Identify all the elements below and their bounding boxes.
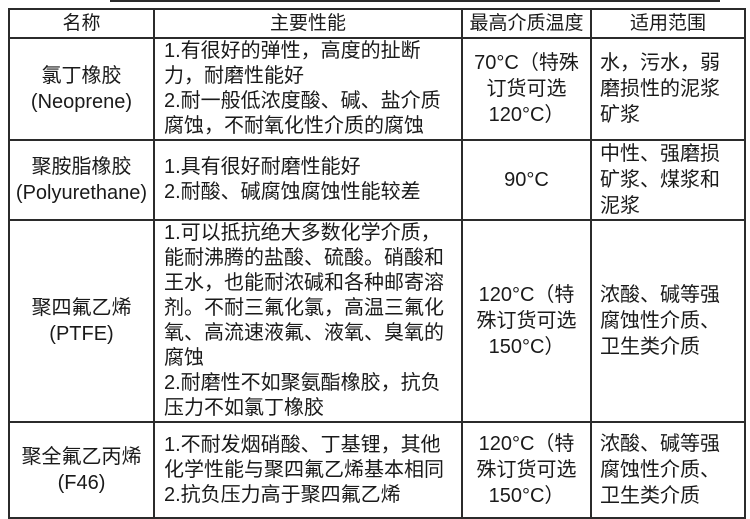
max-temp-cell: 120°C（特殊订货可选150°C）	[461, 421, 592, 519]
material-name-en: (Polyurethane)	[15, 182, 148, 204]
table-row-f46: 聚全氟乙丙烯 (F46) 1.不耐发烟硝酸、丁基锂，其他化学性能与聚四氟乙烯基本…	[8, 421, 746, 519]
application-range-cell: 水，污水，弱磨损性的泥浆矿浆	[590, 37, 746, 141]
header-name: 名称	[8, 8, 155, 39]
property-line: 2.抗负压力高于聚四氟乙烯	[164, 483, 401, 506]
application-range-cell: 浓酸、碱等强腐蚀性介质、卫生类介质	[590, 219, 746, 423]
material-name-zh: 聚四氟乙烯	[31, 297, 132, 319]
material-name-zh: 氯丁橡胶	[41, 65, 122, 87]
top-partial-rule	[110, 0, 720, 2]
header-max-medium-temperature: 最高介质温度	[461, 8, 592, 39]
max-temp-cell: 90°C	[461, 139, 592, 221]
material-name-en: (F46)	[57, 472, 106, 494]
header-row: 名称 主要性能 最高介质温度 适用范围	[8, 8, 746, 39]
property-line: 2.耐一般低浓度酸、碱、盐介质腐蚀，不耐氧化性介质的腐蚀	[164, 90, 441, 137]
material-name-cell: 氯丁橡胶 (Neoprene)	[8, 37, 155, 141]
header-main-properties: 主要性能	[153, 8, 463, 39]
application-range-cell: 中性、强磨损矿浆、煤浆和泥浆	[590, 139, 746, 221]
main-properties-cell: 1.具有很好耐磨性能好 2.耐酸、碱腐蚀腐蚀性能较差	[153, 139, 463, 221]
main-properties-cell: 1.可以抵抗绝大多数化学介质，能耐沸腾的盐酸、硫酸。硝酸和王水，也能耐浓碱和各种…	[153, 219, 463, 423]
material-name-cell: 聚胺脂橡胶 (Polyurethane)	[8, 139, 155, 221]
property-line: 1.具有很好耐磨性能好	[164, 156, 361, 178]
table-row-polyurethane: 聚胺脂橡胶 (Polyurethane) 1.具有很好耐磨性能好 2.耐酸、碱腐…	[8, 139, 746, 221]
property-line: 1.可以抵抗绝大多数化学介质，能耐沸腾的盐酸、硫酸。硝酸和王水，也能耐浓碱和各种…	[164, 222, 444, 369]
material-name-zh: 聚胺脂橡胶	[31, 156, 132, 178]
material-name-cell: 聚四氟乙烯 (PTFE)	[8, 219, 155, 423]
material-name-en: (PTFE)	[49, 323, 114, 345]
lining-material-spec-table: 名称 主要性能 最高介质温度 适用范围 氯丁橡胶 (Neoprene) 1.有很…	[8, 8, 746, 519]
material-name-cell: 聚全氟乙丙烯 (F46)	[8, 421, 155, 519]
material-name-zh: 聚全氟乙丙烯	[21, 446, 142, 468]
main-properties-cell: 1.有很好的弹性，高度的扯断力，耐磨性能好 2.耐一般低浓度酸、碱、盐介质腐蚀，…	[153, 37, 463, 141]
header-application-range: 适用范围	[590, 8, 746, 39]
table-row-neoprene: 氯丁橡胶 (Neoprene) 1.有很好的弹性，高度的扯断力，耐磨性能好 2.…	[8, 37, 746, 141]
property-line: 1.有很好的弹性，高度的扯断力，耐磨性能好	[164, 40, 421, 87]
main-properties-cell: 1.不耐发烟硝酸、丁基锂，其他化学性能与聚四氟乙烯基本相同 2.抗负压力高于聚四…	[153, 421, 463, 519]
property-line: 2.耐磨性不如聚氨酯橡胶，抗负压力不如氯丁橡胶	[164, 372, 441, 419]
material-name-en: (Neoprene)	[30, 91, 133, 113]
max-temp-cell: 120°C（特殊订货可选150°C）	[461, 219, 592, 423]
application-range-cell: 浓酸、碱等强腐蚀性介质、卫生类介质	[590, 421, 746, 519]
property-line: 2.耐酸、碱腐蚀腐蚀性能较差	[164, 181, 421, 203]
max-temp-cell: 70°C（特殊订货可选120°C）	[461, 37, 592, 141]
property-line: 1.不耐发烟硝酸、丁基锂，其他化学性能与聚四氟乙烯基本相同	[164, 433, 444, 481]
table-row-ptfe: 聚四氟乙烯 (PTFE) 1.可以抵抗绝大多数化学介质，能耐沸腾的盐酸、硫酸。硝…	[8, 219, 746, 423]
